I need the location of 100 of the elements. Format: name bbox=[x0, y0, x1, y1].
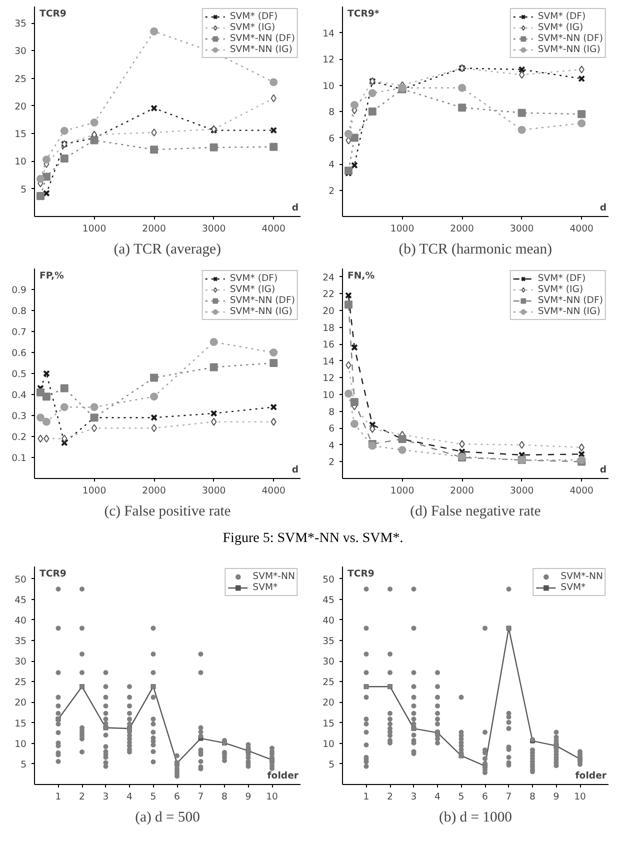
x-tick-label: 2 bbox=[387, 792, 393, 802]
y-tick-label: 5 bbox=[20, 184, 27, 196]
x-axis-title: d bbox=[600, 464, 607, 476]
y-tick-label: 0.1 bbox=[12, 453, 27, 464]
x-tick-label: 8 bbox=[222, 792, 228, 802]
y-tick-label: 20 bbox=[322, 306, 335, 317]
y-tick-label: 35 bbox=[14, 636, 27, 648]
legend-label: SVM* (IG) bbox=[538, 284, 584, 295]
x-tick-label: 1000 bbox=[82, 224, 106, 234]
x-tick-label: 3000 bbox=[510, 486, 534, 496]
legend-label: SVM*-NN (DF) bbox=[538, 33, 603, 44]
legend-label: SVM* (IG) bbox=[230, 284, 276, 295]
text: (b) d = 1000 bbox=[439, 810, 512, 826]
x-tick-label: 4 bbox=[126, 792, 133, 802]
x-tick-label: 10 bbox=[574, 792, 586, 802]
y-tick-label: 10 bbox=[14, 156, 27, 168]
legend-label: SVM* (DF) bbox=[538, 273, 586, 284]
y-tick-label: 10 bbox=[322, 390, 335, 401]
y-axis-title: FP,% bbox=[40, 270, 65, 282]
legend-label: SVM*-NN (DF) bbox=[230, 33, 295, 44]
x-tick-label: 1000 bbox=[390, 224, 414, 234]
x-tick-label: 2000 bbox=[450, 224, 474, 234]
x-tick-label: 9 bbox=[245, 792, 252, 802]
x-axis-title: d bbox=[292, 202, 299, 214]
x-tick-label: 2000 bbox=[142, 224, 166, 234]
text: (c) False positive rate bbox=[104, 504, 231, 520]
legend-label: SVM*-NN (IG) bbox=[538, 306, 600, 317]
y-tick-label: 14 bbox=[322, 28, 335, 40]
y-tick-label: 2 bbox=[328, 457, 335, 468]
y-tick-label: 40 bbox=[14, 615, 27, 626]
y-tick-label: 16 bbox=[322, 340, 335, 351]
x-tick-label: 7 bbox=[506, 792, 512, 802]
y-tick-label: 0.7 bbox=[12, 327, 27, 338]
legend-label: SVM*-NN (DF) bbox=[538, 295, 603, 306]
y-tick-label: 0.9 bbox=[12, 285, 27, 296]
x-axis-title: d bbox=[292, 464, 299, 476]
x-tick-label: 3000 bbox=[510, 224, 534, 234]
x-tick-label: 1 bbox=[55, 792, 62, 802]
caption: Figure 5: SVM*-NN vs. SVM*. bbox=[222, 530, 404, 548]
y-tick-label: 0.3 bbox=[12, 411, 27, 422]
y-tick-label: 5 bbox=[328, 759, 335, 770]
y-tick-label: 40 bbox=[322, 615, 335, 626]
x-tick-label: 3 bbox=[410, 792, 417, 802]
x-tick-label: 5 bbox=[458, 792, 464, 802]
x-tick-label: 2000 bbox=[142, 486, 166, 496]
legend-label: SVM*-NN bbox=[252, 571, 295, 582]
legend-label: SVM* bbox=[560, 582, 586, 593]
y-tick-label: 30 bbox=[14, 46, 27, 58]
x-tick-label: 7 bbox=[198, 792, 204, 802]
y-tick-label: 6 bbox=[328, 424, 335, 435]
y-tick-label: 2 bbox=[328, 186, 335, 197]
legend-label: SVM*-NN (IG) bbox=[538, 44, 600, 55]
y-tick-label: 0.8 bbox=[12, 306, 27, 317]
y-tick-label: 45 bbox=[322, 594, 335, 606]
y-tick-label: 4 bbox=[328, 440, 335, 452]
y-tick-label: 50 bbox=[322, 574, 335, 586]
y-tick-label: 35 bbox=[14, 18, 27, 30]
y-tick-label: 0.4 bbox=[12, 390, 27, 401]
text: (a) TCR (average) bbox=[114, 242, 222, 258]
x-tick-label: 4000 bbox=[262, 224, 286, 234]
y-tick-label: 8 bbox=[328, 406, 335, 418]
x-axis-title: folder bbox=[267, 770, 299, 782]
legend-label: SVM* (DF) bbox=[538, 11, 586, 22]
y-tick-label: 15 bbox=[322, 718, 335, 730]
x-tick-label: 4000 bbox=[262, 486, 286, 496]
legend-label: SVM* (DF) bbox=[230, 11, 278, 22]
x-tick-label: 9 bbox=[553, 792, 560, 802]
x-tick-label: 1000 bbox=[390, 486, 414, 496]
y-tick-label: 50 bbox=[14, 574, 27, 586]
x-axis-title: folder bbox=[575, 770, 607, 782]
y-tick-label: 30 bbox=[322, 656, 335, 668]
y-axis-title: TCR9 bbox=[348, 568, 374, 580]
y-axis-title: TCR9 bbox=[40, 8, 66, 20]
y-axis-title: TCR9* bbox=[348, 8, 380, 20]
x-tick-label: 3000 bbox=[202, 486, 226, 496]
y-axis-title: FN,% bbox=[348, 270, 376, 282]
y-tick-label: 20 bbox=[14, 101, 27, 112]
x-tick-label: 3000 bbox=[202, 224, 226, 234]
x-tick-label: 1 bbox=[363, 792, 370, 802]
x-tick-label: 10 bbox=[266, 792, 278, 802]
x-tick-label: 4000 bbox=[570, 486, 594, 496]
y-tick-label: 20 bbox=[14, 698, 27, 709]
y-tick-label: 5 bbox=[20, 759, 27, 770]
text: (d) False negative rate bbox=[410, 504, 541, 520]
legend-label: SVM*-NN (DF) bbox=[230, 295, 295, 306]
y-tick-label: 22 bbox=[322, 289, 335, 300]
x-tick-label: 8 bbox=[530, 792, 536, 802]
x-tick-label: 2 bbox=[79, 792, 85, 802]
y-tick-label: 4 bbox=[328, 160, 335, 170]
y-tick-label: 25 bbox=[14, 677, 27, 688]
y-tick-label: 10 bbox=[322, 738, 335, 750]
y-tick-label: 24 bbox=[322, 272, 335, 284]
text: (b) TCR (harmonic mean) bbox=[398, 242, 552, 258]
x-tick-label: 3 bbox=[102, 792, 109, 802]
x-tick-label: 6 bbox=[174, 792, 180, 802]
y-axis-title: TCR9 bbox=[40, 568, 66, 580]
y-tick-label: 12 bbox=[322, 54, 335, 66]
y-tick-label: 30 bbox=[14, 656, 27, 668]
legend-label: SVM* (IG) bbox=[538, 22, 584, 33]
y-tick-label: 14 bbox=[322, 356, 335, 368]
